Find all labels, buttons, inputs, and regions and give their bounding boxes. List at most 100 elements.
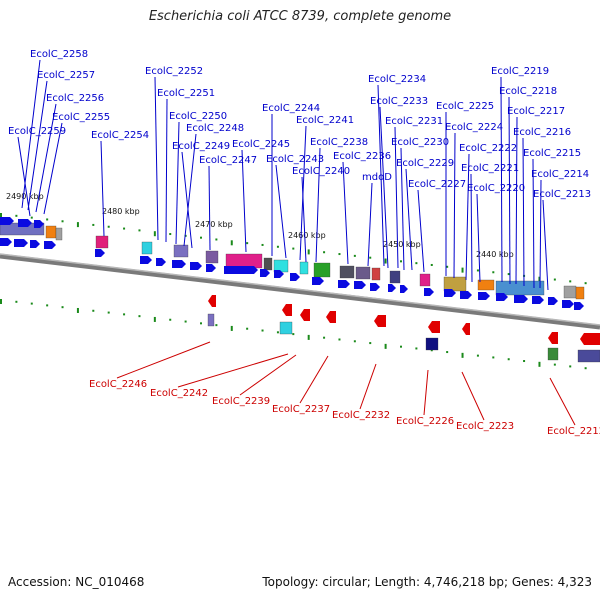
reverse-gene[interactable] [326,311,336,323]
leader-line [177,353,289,388]
cog-block [205,250,219,264]
forward-gene[interactable] [338,280,350,288]
tick-mark [353,254,356,257]
forward-gene[interactable] [496,293,508,301]
tick-mark [338,253,341,256]
tick-mark [553,363,556,366]
tick-mark [261,329,264,332]
forward-gene[interactable] [354,281,366,289]
tick-label: 2460 kbp [288,231,326,240]
leader-line [405,168,413,271]
forward-gene-label: EcolC_2218 [499,86,557,97]
tick-mark [261,243,264,246]
reverse-gene[interactable] [462,323,470,335]
tick-mark [276,245,279,248]
reverse-gene[interactable] [282,304,292,316]
forward-gene[interactable] [0,217,14,225]
tick-mark [169,318,172,321]
forward-gene[interactable] [172,260,186,268]
forward-gene[interactable] [532,296,544,304]
forward-gene[interactable] [548,297,558,305]
forward-gene[interactable] [478,292,490,300]
forward-gene-label: EcolC_2241 [296,115,354,126]
reverse-gene[interactable] [374,315,386,327]
leader-line [301,176,307,263]
reverse-gene[interactable] [300,309,310,321]
forward-gene[interactable] [224,266,258,274]
forward-gene-label: EcolC_2245 [232,139,290,150]
tick-mark [384,258,387,264]
forward-gene[interactable] [14,239,28,247]
forward-gene[interactable] [206,264,216,272]
tick-mark [476,269,479,272]
tick-mark [415,347,418,350]
leader-line [532,158,535,289]
leader-line [522,137,525,287]
tick-mark [76,222,79,228]
forward-gene[interactable] [156,258,166,266]
leader-line [500,76,503,283]
leader-line [116,341,211,379]
reverse-gene[interactable] [580,333,600,345]
tick-mark [384,343,387,349]
tick-mark [523,360,526,363]
forward-gene[interactable] [290,273,300,281]
tick-mark [369,256,372,259]
forward-gene[interactable] [140,256,152,264]
tick-mark [507,358,510,361]
cog-block [339,265,355,279]
forward-gene[interactable] [514,295,528,303]
forward-gene[interactable] [274,270,284,278]
forward-gene[interactable] [0,238,12,246]
forward-gene[interactable] [424,288,434,296]
forward-gene-label: EcolC_2243 [266,154,324,165]
forward-gene[interactable] [18,219,32,227]
forward-gene-label: EcolC_2225 [436,101,494,112]
cog-block [313,262,331,278]
tick-label: 2480 kbp [102,207,140,216]
leader-line [539,179,542,289]
forward-gene[interactable] [30,240,40,248]
forward-gene[interactable] [400,285,408,293]
leader-line [43,122,63,215]
forward-gene-label: EcolC_2240 [292,166,350,177]
forward-gene-label: EcolC_2230 [391,137,449,148]
reverse-gene[interactable] [548,332,558,344]
forward-gene[interactable] [312,277,324,285]
leader-line [100,140,105,237]
forward-gene[interactable] [370,283,380,291]
tick-mark [61,220,64,223]
forward-gene[interactable] [190,262,202,270]
forward-gene[interactable] [260,269,270,277]
leader-line [542,199,549,291]
tick-mark [507,273,510,276]
tick-mark [215,238,218,241]
forward-gene[interactable] [460,291,472,299]
leader-line [239,354,297,396]
leader-line [241,149,247,253]
forward-gene-label: EcolC_2229 [396,158,454,169]
reverse-gene[interactable] [208,295,216,307]
cog-block [547,347,559,361]
reverse-gene-label: EcolC_2232 [332,410,390,421]
reverse-gene[interactable] [428,321,440,333]
leader-line [359,363,377,410]
forward-gene[interactable] [388,284,396,292]
tick-mark [323,251,326,254]
tick-mark [138,315,141,318]
leader-line [165,98,168,243]
cog-block [419,273,431,287]
tick-mark [92,223,95,226]
cog-block [495,280,545,296]
forward-gene[interactable] [574,302,584,310]
forward-gene[interactable] [44,241,56,249]
forward-gene-label: EcolC_2221 [461,163,519,174]
forward-gene[interactable] [444,289,456,297]
tick-mark [369,342,372,345]
forward-gene[interactable] [95,249,105,257]
cog-block [45,225,57,239]
forward-gene[interactable] [562,300,574,308]
forward-gene[interactable] [34,220,44,228]
forward-gene-label: EcolC_2238 [310,137,368,148]
